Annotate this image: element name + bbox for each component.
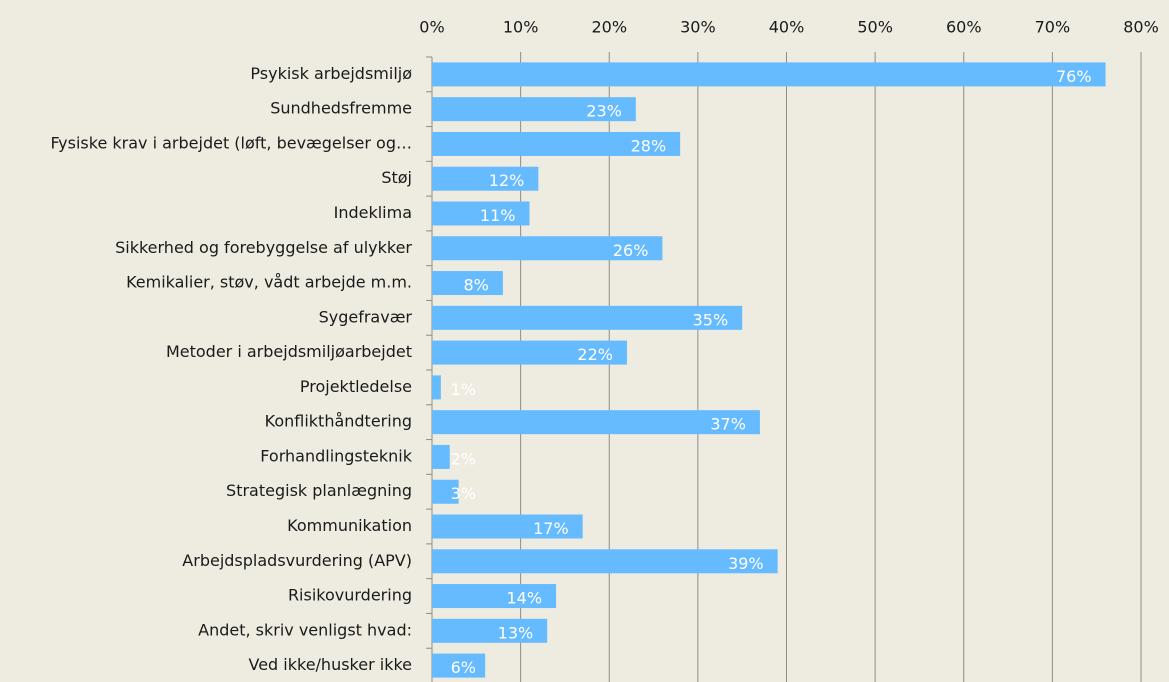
bar xyxy=(432,97,636,122)
y-tick-label: Metoder i arbejdsmiljøarbejdet xyxy=(166,342,412,361)
y-tick-label: Fysiske krav i arbejdet (løft, bevægelse… xyxy=(50,133,412,152)
bar xyxy=(432,201,530,226)
y-tick-label: Kemikalier, støv, vådt arbejde m.m. xyxy=(126,273,412,292)
y-tick-label: Projektledelse xyxy=(300,377,412,396)
bar xyxy=(432,166,539,191)
y-tick-label: Indeklima xyxy=(334,203,412,222)
bar xyxy=(432,618,548,643)
y-tick-label: Kommunikation xyxy=(287,516,412,535)
y-tick-label: Forhandlingsteknik xyxy=(260,446,412,465)
x-tick-label: 80% xyxy=(1123,18,1159,37)
y-tick-label: Strategisk planlægning xyxy=(226,481,412,500)
y-tick-label: Sundhedsfremme xyxy=(270,99,412,118)
x-tick-label: 0% xyxy=(419,18,444,37)
x-tick-label: 20% xyxy=(591,18,627,37)
bar xyxy=(432,514,583,539)
y-tick-label: Sygefravær xyxy=(319,307,413,326)
y-tick-label: Arbejdspladsvurdering (APV) xyxy=(182,551,412,570)
bar xyxy=(432,340,627,365)
bar xyxy=(432,375,441,400)
bar xyxy=(432,653,486,678)
value-label: 17% xyxy=(533,519,569,538)
value-label: 1% xyxy=(451,380,476,399)
value-label: 35% xyxy=(693,310,729,329)
x-tick-label: 60% xyxy=(946,18,982,37)
value-label: 28% xyxy=(631,136,667,155)
x-tick-label: 70% xyxy=(1035,18,1071,37)
y-tick-label: Ved ikke/husker ikke xyxy=(249,655,413,674)
value-label: 13% xyxy=(498,623,534,642)
y-tick-label: Andet, skriv venligst hvad: xyxy=(198,620,412,639)
bar xyxy=(432,305,743,330)
bar xyxy=(432,584,557,609)
value-label: 26% xyxy=(613,241,649,260)
value-label: 23% xyxy=(586,102,622,121)
value-label: 11% xyxy=(480,206,516,225)
y-tick-label: Psykisk arbejdsmiljø xyxy=(250,64,412,83)
bar xyxy=(432,236,663,261)
value-label: 22% xyxy=(577,345,613,364)
x-tick-label: 50% xyxy=(857,18,893,37)
bar xyxy=(432,549,778,574)
value-label: 14% xyxy=(507,589,543,608)
y-tick-label: Støj xyxy=(381,168,412,187)
value-label: 6% xyxy=(451,658,476,677)
bar xyxy=(432,62,1106,87)
value-label: 8% xyxy=(464,276,489,295)
y-tick-label: Sikkerhed og forebyggelse af ulykker xyxy=(115,238,412,257)
y-tick-label: Risikovurdering xyxy=(288,586,412,605)
value-label: 37% xyxy=(710,415,746,434)
y-tick-label: Konflikthåndtering xyxy=(265,412,412,431)
x-tick-label: 30% xyxy=(680,18,716,37)
x-tick-label: 40% xyxy=(769,18,805,37)
x-tick-label: 10% xyxy=(503,18,539,37)
bar xyxy=(432,410,760,435)
value-label: 39% xyxy=(728,554,764,573)
bar xyxy=(432,479,459,504)
value-label: 3% xyxy=(451,484,476,503)
value-label: 2% xyxy=(451,449,476,468)
bar xyxy=(432,271,503,296)
bar xyxy=(432,131,681,156)
value-label: 12% xyxy=(489,171,525,190)
bar xyxy=(432,444,450,469)
value-label: 76% xyxy=(1056,67,1092,86)
